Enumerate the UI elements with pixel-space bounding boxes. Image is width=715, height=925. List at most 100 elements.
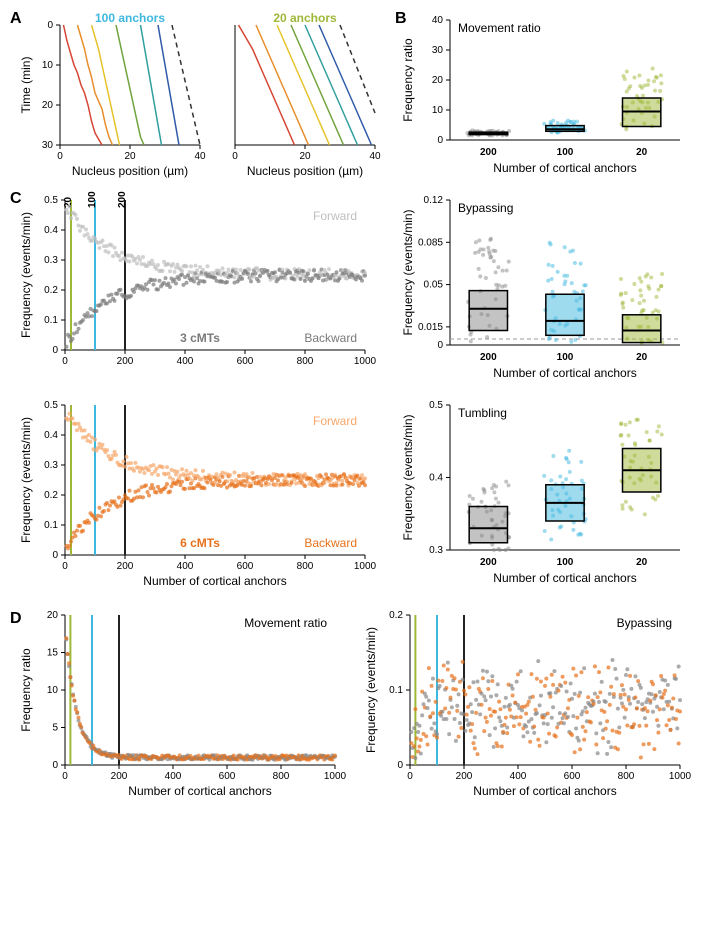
svg-text:10: 10 (432, 105, 444, 116)
panel-label-c: C (10, 190, 22, 208)
svg-text:800: 800 (618, 771, 635, 782)
svg-text:0: 0 (232, 151, 238, 162)
svg-text:0.2: 0.2 (44, 285, 58, 296)
svg-text:Nucleus position (µm): Nucleus position (µm) (72, 164, 188, 178)
svg-text:0.1: 0.1 (44, 520, 58, 531)
panel-b-movement-svg: 010203040Frequency ratioMovement ratio20… (390, 10, 700, 180)
svg-text:20: 20 (636, 147, 648, 158)
figure-root: A B 020400102030Time (min)Nucleus positi… (10, 10, 705, 805)
svg-text:100 anchors: 100 anchors (95, 11, 165, 25)
svg-text:Movement ratio: Movement ratio (244, 616, 327, 630)
svg-text:0: 0 (52, 760, 58, 771)
svg-text:Number of cortical anchors: Number of cortical anchors (493, 571, 636, 585)
svg-text:200: 200 (117, 356, 134, 367)
svg-text:Bypassing: Bypassing (617, 616, 672, 630)
svg-text:0.4: 0.4 (44, 225, 58, 236)
svg-text:800: 800 (297, 561, 314, 572)
svg-text:0: 0 (47, 20, 53, 31)
svg-text:200: 200 (456, 771, 473, 782)
svg-text:100: 100 (557, 557, 574, 568)
svg-text:600: 600 (237, 561, 254, 572)
svg-text:Frequency ratio: Frequency ratio (401, 38, 415, 122)
svg-text:600: 600 (564, 771, 581, 782)
svg-text:3 cMTs: 3 cMTs (180, 331, 220, 345)
svg-text:20: 20 (47, 610, 59, 621)
panel-c-top-svg: 00.10.20.30.40.502004006008001000Frequen… (10, 190, 390, 385)
svg-text:0.3: 0.3 (44, 460, 58, 471)
svg-text:Time (min): Time (min) (19, 57, 33, 114)
svg-text:15: 15 (47, 648, 59, 659)
svg-text:40: 40 (369, 151, 381, 162)
panel-a-svg: 0 20 40 0 10 20 30 Time (min) Nucleus position (… (10, 10, 390, 180)
svg-text:0: 0 (62, 356, 68, 367)
svg-text:Number of cortical anchors: Number of cortical anchors (493, 161, 636, 175)
svg-text:20: 20 (636, 557, 648, 568)
svg-text:1000: 1000 (354, 356, 377, 367)
panel-b-bypassing-svg: 00.0150.050.0850.12Frequency (events/min… (390, 190, 700, 385)
panel-label-a: A (10, 10, 22, 28)
svg-text:200: 200 (111, 771, 128, 782)
svg-text:Frequency (events/min): Frequency (events/min) (401, 209, 415, 335)
svg-text:800: 800 (273, 771, 290, 782)
svg-text:0: 0 (407, 771, 413, 782)
svg-text:0.5: 0.5 (44, 195, 58, 206)
svg-text:0.085: 0.085 (418, 237, 443, 248)
svg-text:10: 10 (42, 60, 54, 71)
row-1: 0 20 40 0 10 20 30 Time (min) Nucleus position (… (10, 10, 705, 180)
svg-text:0.1: 0.1 (389, 685, 403, 696)
panel-label-b: B (395, 10, 407, 28)
svg-text:400: 400 (177, 356, 194, 367)
svg-text:100: 100 (87, 191, 98, 208)
svg-text:5: 5 (52, 723, 58, 734)
svg-text:20: 20 (124, 151, 136, 162)
svg-text:400: 400 (510, 771, 527, 782)
svg-text:0: 0 (62, 771, 68, 782)
svg-text:0.3: 0.3 (44, 255, 58, 266)
svg-text:200: 200 (480, 557, 497, 568)
svg-text:0: 0 (52, 345, 58, 356)
svg-text:20: 20 (42, 100, 54, 111)
panel-b-tumbling-svg: 0.30.40.5Frequency (events/min)Tumbling2… (390, 395, 700, 595)
row-4: 0510152002004006008001000Frequency ratio… (10, 605, 705, 805)
panel-d-bypassing-svg: 00.10.202004006008001000Frequency (event… (355, 605, 700, 805)
svg-text:0: 0 (62, 561, 68, 572)
svg-text:20: 20 (432, 75, 444, 86)
svg-text:100: 100 (557, 352, 574, 363)
svg-text:0.1: 0.1 (44, 315, 58, 326)
svg-text:0.5: 0.5 (44, 400, 58, 411)
svg-text:6 cMTs: 6 cMTs (180, 536, 220, 550)
svg-text:Number of cortical anchors: Number of cortical anchors (128, 784, 271, 798)
svg-text:Nucleus position (µm): Nucleus position (µm) (247, 164, 363, 178)
svg-text:20 anchors: 20 anchors (273, 11, 337, 25)
svg-text:Number of cortical anchors: Number of cortical anchors (493, 366, 636, 380)
svg-text:0: 0 (437, 340, 443, 351)
svg-text:Number of cortical anchors: Number of cortical anchors (473, 784, 616, 798)
svg-text:600: 600 (219, 771, 236, 782)
svg-text:0.2: 0.2 (389, 610, 403, 621)
svg-text:1000: 1000 (354, 561, 377, 572)
svg-text:Tumbling: Tumbling (458, 406, 507, 420)
row-2: 00.10.20.30.40.502004006008001000Frequen… (10, 190, 705, 385)
svg-text:100: 100 (557, 147, 574, 158)
svg-text:1000: 1000 (324, 771, 347, 782)
svg-text:40: 40 (432, 15, 444, 26)
svg-text:200: 200 (480, 147, 497, 158)
svg-text:800: 800 (297, 356, 314, 367)
svg-text:0: 0 (57, 151, 63, 162)
panel-label-d: D (10, 610, 22, 628)
svg-text:0: 0 (52, 550, 58, 561)
svg-text:30: 30 (42, 140, 54, 151)
svg-text:0.12: 0.12 (424, 195, 444, 206)
panel-d-movement-svg: 0510152002004006008001000Frequency ratio… (10, 605, 355, 805)
svg-text:Frequency (events/min): Frequency (events/min) (364, 627, 378, 753)
svg-text:Movement ratio: Movement ratio (458, 21, 541, 35)
svg-text:20: 20 (299, 151, 311, 162)
svg-text:Frequency ratio: Frequency ratio (19, 648, 33, 732)
svg-text:Backward: Backward (304, 331, 357, 345)
svg-text:Backward: Backward (304, 536, 357, 550)
svg-text:0.5: 0.5 (429, 400, 443, 411)
svg-text:10: 10 (47, 685, 59, 696)
panel-c-bottom-svg: 00.10.20.30.40.502004006008001000Frequen… (10, 395, 390, 595)
svg-text:0.2: 0.2 (44, 490, 58, 501)
svg-text:0: 0 (437, 135, 443, 146)
